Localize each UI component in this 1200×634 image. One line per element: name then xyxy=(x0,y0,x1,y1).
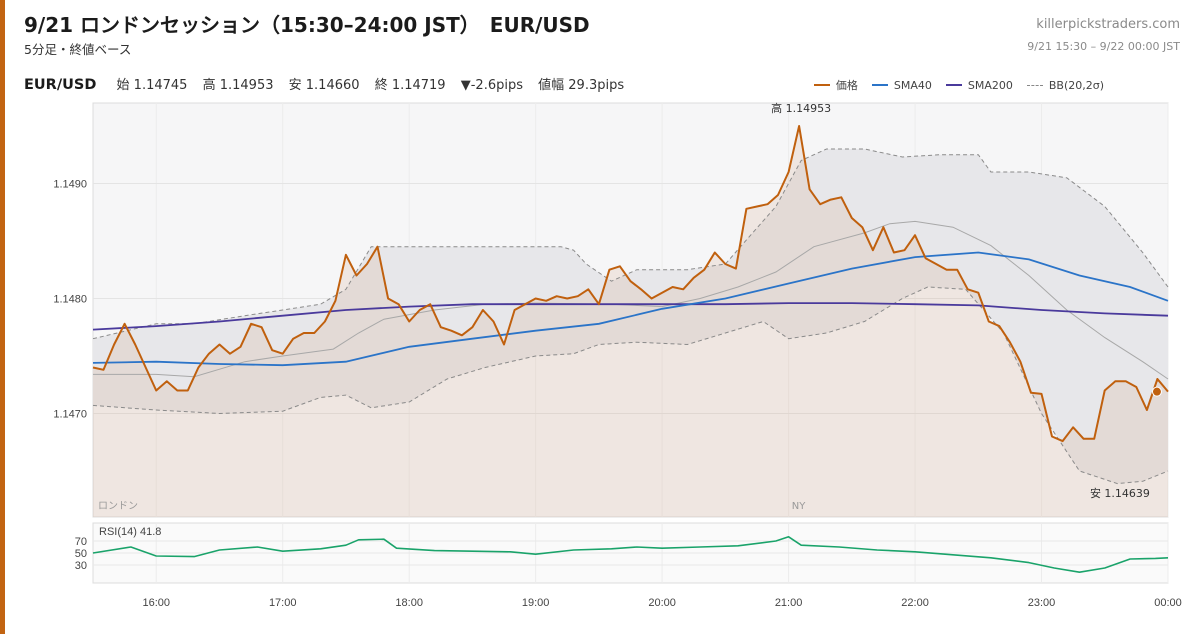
y-tick-label: 1.1490 xyxy=(53,179,87,191)
legend-swatch xyxy=(871,84,888,86)
price-area-fill xyxy=(93,126,1168,517)
rsi-tick-label: 50 xyxy=(75,548,87,560)
low-value: 安 1.14660 xyxy=(288,78,360,93)
low-annotation: 安 1.14639 xyxy=(1090,486,1150,500)
legend-swatch xyxy=(1026,84,1043,86)
legend-swatch xyxy=(945,84,962,86)
site-link[interactable]: killerpickstraders.com xyxy=(1036,17,1180,32)
x-tick-label: 20:00 xyxy=(648,597,676,609)
rsi-line xyxy=(92,536,1169,573)
y-tick-label: 1.1470 xyxy=(53,409,87,421)
page-title: 9/21 ロンドンセッション（15:30–24:00 JST） EUR/USD xyxy=(24,13,590,37)
x-tick-label: 18:00 xyxy=(395,597,423,609)
x-tick-label: 23:00 xyxy=(1028,597,1056,609)
high-value: 高 1.14953 xyxy=(202,78,274,93)
x-tick-label: 19:00 xyxy=(522,597,550,609)
legend-swatch xyxy=(813,84,830,86)
rsi-tick-label: 30 xyxy=(75,560,87,572)
change-value: ▼-2.6pips xyxy=(460,78,523,93)
legend-label: SMA40 xyxy=(893,78,932,92)
bb-middle-line xyxy=(93,220,1169,380)
legend-item-bb[interactable]: BB(20,2σ) xyxy=(1026,78,1104,92)
high-annotation: 高 1.14953 xyxy=(771,101,831,115)
accent-bar xyxy=(0,0,5,634)
open-value: 始 1.14745 xyxy=(116,78,188,93)
legend-label: BB(20,2σ) xyxy=(1048,78,1104,92)
x-tick-label: 21:00 xyxy=(775,597,803,609)
bb-lower-line xyxy=(92,286,1169,485)
sma200-line xyxy=(92,302,1169,331)
chart-legend: 価格 SMA40 SMA200 BB(20,2σ) xyxy=(800,77,1104,93)
stats-bar: EUR/USD 始 1.14745 高 1.14953 安 1.14660 終 … xyxy=(24,74,635,93)
sma40-line xyxy=(92,251,1169,367)
close-value: 終 1.14719 xyxy=(374,78,446,93)
price-line xyxy=(92,125,1169,443)
page-subtitle: 5分足・終値ベース xyxy=(24,42,132,57)
range-value: 値幅 29.3pips xyxy=(538,78,625,93)
last-price-marker xyxy=(1151,386,1162,397)
x-tick-label: 16:00 xyxy=(142,597,170,609)
legend-label: SMA200 xyxy=(967,78,1013,92)
x-tick-label: 00:00 xyxy=(1154,597,1182,609)
y-tick-label: 1.1480 xyxy=(53,294,87,306)
rsi-tick-label: 70 xyxy=(75,536,87,548)
x-tick-label: 17:00 xyxy=(269,597,297,609)
rsi-label: RSI(14) 41.8 xyxy=(99,526,161,538)
legend-item-price[interactable]: 価格 xyxy=(813,77,858,93)
legend-item-sma40[interactable]: SMA40 xyxy=(871,78,932,92)
x-tick-label: 22:00 xyxy=(901,597,929,609)
symbol-label: EUR/USD xyxy=(24,77,97,93)
legend-label: 価格 xyxy=(835,79,858,92)
legend-item-sma200[interactable]: SMA200 xyxy=(945,78,1013,92)
session-label: ロンドン xyxy=(98,501,138,512)
session-label: NY xyxy=(792,501,806,512)
date-range: 9/21 15:30 – 9/22 00:00 JST xyxy=(1027,40,1180,53)
